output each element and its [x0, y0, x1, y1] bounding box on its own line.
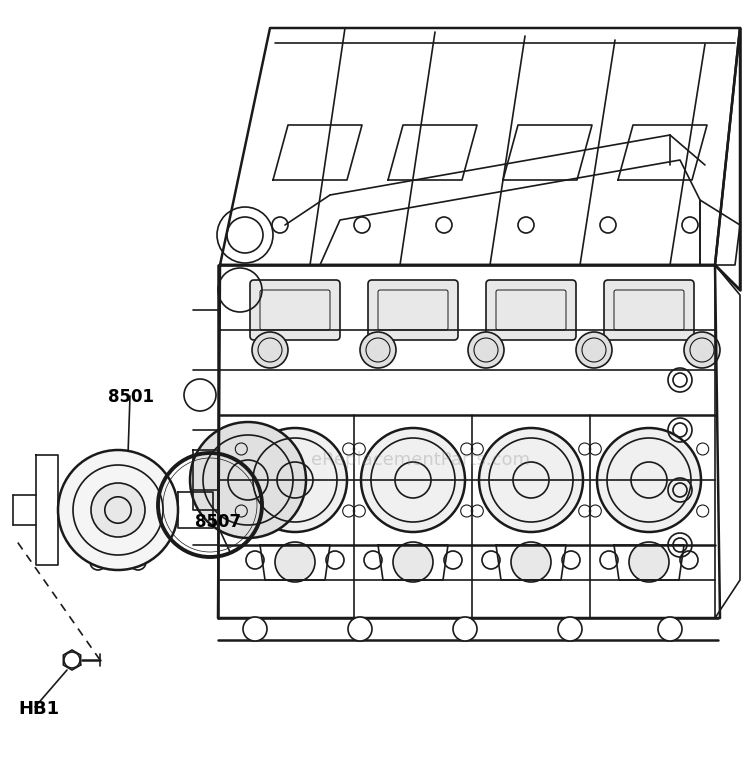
- Circle shape: [91, 483, 145, 537]
- Circle shape: [275, 542, 315, 582]
- Circle shape: [361, 428, 465, 532]
- Circle shape: [684, 332, 720, 368]
- Text: HB1: HB1: [18, 700, 59, 718]
- Circle shape: [243, 428, 347, 532]
- Circle shape: [243, 617, 267, 641]
- FancyBboxPatch shape: [368, 280, 458, 340]
- Circle shape: [64, 652, 80, 668]
- Circle shape: [576, 332, 612, 368]
- Circle shape: [360, 332, 396, 368]
- Circle shape: [468, 332, 504, 368]
- FancyBboxPatch shape: [604, 280, 694, 340]
- Circle shape: [597, 428, 701, 532]
- Circle shape: [511, 542, 551, 582]
- Circle shape: [252, 332, 288, 368]
- Circle shape: [393, 542, 433, 582]
- FancyBboxPatch shape: [250, 280, 340, 340]
- Circle shape: [658, 617, 682, 641]
- Circle shape: [629, 542, 669, 582]
- Circle shape: [479, 428, 583, 532]
- Circle shape: [58, 450, 178, 570]
- Text: 8507: 8507: [195, 513, 242, 531]
- Circle shape: [453, 617, 477, 641]
- Circle shape: [190, 422, 306, 538]
- Circle shape: [558, 617, 582, 641]
- Text: eReplacementParts.com: eReplacementParts.com: [310, 451, 530, 469]
- Circle shape: [348, 617, 372, 641]
- Text: 8501: 8501: [108, 388, 154, 406]
- FancyBboxPatch shape: [486, 280, 576, 340]
